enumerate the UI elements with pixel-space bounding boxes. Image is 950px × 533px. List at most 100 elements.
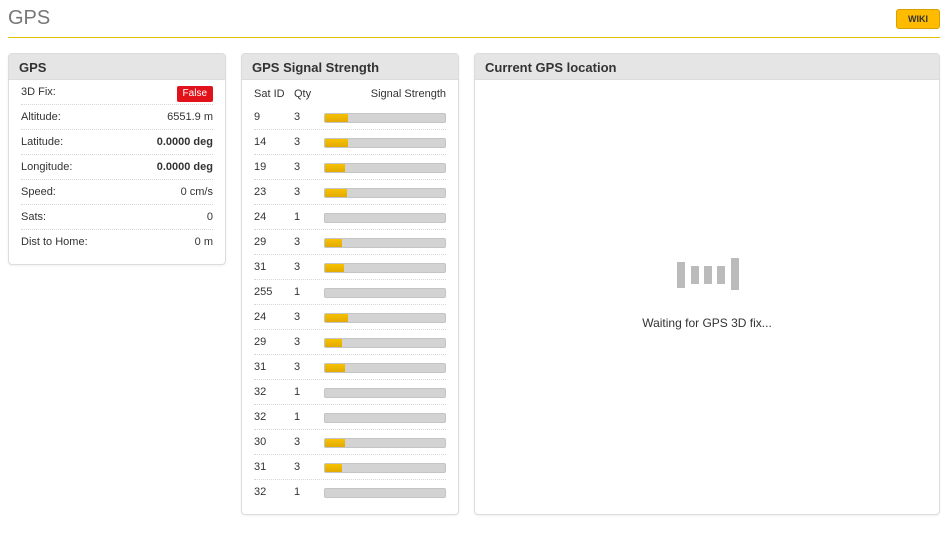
signal-strength-bar [324,188,446,198]
qty-cell: 3 [294,111,301,123]
signal-row: 32 1 [254,480,446,505]
sat-id-cell: 31 [254,361,267,373]
gps-location-panel: Current GPS location Waiting for GPS 3D … [474,53,940,515]
signal-strength-header: Signal Strength [370,88,446,100]
signal-strength-bar [324,288,446,298]
gps-info-panel: GPS 3D Fix: False Altitude: 6551.9 m Latitud… [8,53,226,265]
sat-id-cell: 32 [254,411,267,423]
signal-strength-bar [324,163,446,173]
signal-row: 29 3 [254,230,446,255]
sat-id-cell: 29 [254,236,267,248]
gps-info-row: Altitude: 6551.9 m [21,105,213,130]
signal-strength-bar [324,138,446,148]
sat-id-cell: 30 [254,436,267,448]
sat-id-cell: 31 [254,261,267,273]
gps-info-label: Altitude: [21,111,61,123]
gps-info-value: 6551.9 m [167,111,213,123]
signal-row: 32 1 [254,405,446,430]
signal-panel-title: GPS Signal Strength [242,54,458,80]
qty-cell: 3 [294,261,301,273]
signal-row: 30 3 [254,430,446,455]
signal-strength-fill [325,464,342,472]
sat-id-cell: 19 [254,161,267,173]
signal-row: 29 3 [254,330,446,355]
gps-info-row: Latitude: 0.0000 deg [21,130,213,155]
signal-strength-bar [324,388,446,398]
signal-strength-bar [324,413,446,423]
qty-cell: 1 [294,211,301,223]
sat-id-cell: 31 [254,461,267,473]
gps-info-label: Sats: [21,211,47,223]
signal-strength-bar [324,238,446,248]
signal-strength-fill [325,189,347,197]
signal-strength-bar [324,113,446,123]
signal-row: 19 3 [254,155,446,180]
qty-cell: 3 [294,161,301,173]
signal-table-header: Sat ID Qty Signal Strength [254,80,446,105]
gps-info-row: Sats: 0 [21,205,213,230]
signal-strength-bar [324,213,446,223]
wiki-button[interactable]: WIKI [896,9,940,29]
gps-info-label: 3D Fix: [21,86,56,98]
sat-id-cell: 9 [254,111,261,123]
signal-bars-icon [677,256,739,292]
qty-cell: 1 [294,411,301,423]
signal-strength-fill [325,439,346,447]
page-title: GPS [8,7,51,29]
qty-cell: 3 [294,336,301,348]
sat-id-cell: 23 [254,186,267,198]
signal-strength-fill [325,339,342,347]
qty-cell: 3 [294,436,301,448]
sat-id-cell: 14 [254,136,267,148]
qty-cell: 3 [294,361,301,373]
qty-cell: 3 [294,311,301,323]
gps-info-value: 0 cm/s [180,186,213,198]
signal-row: 14 3 [254,130,446,155]
fix-status-badge: False [176,86,213,102]
gps-info-label: Latitude: [21,136,64,148]
signal-strength-bar [324,263,446,273]
gps-info-row: 3D Fix: False [21,80,213,105]
signal-row: 24 1 [254,205,446,230]
signal-row: 23 3 [254,180,446,205]
sat-id-cell: 29 [254,336,267,348]
sat-id-cell: 24 [254,311,267,323]
signal-row: 31 3 [254,255,446,280]
qty-header: Qty [294,88,312,100]
signal-strength-bar [324,488,446,498]
gps-info-value: 0 [206,211,213,223]
location-panel-title: Current GPS location [475,54,939,80]
gps-info-row: Dist to Home: 0 m [21,230,213,255]
sat-id-cell: 255 [254,286,273,298]
signal-strength-fill [325,239,342,247]
signal-strength-bar [324,463,446,473]
signal-strength-bar [324,363,446,373]
gps-info-value: 0.0000 deg [156,136,213,148]
qty-cell: 3 [294,186,301,198]
signal-strength-fill [325,114,348,122]
gps-info-value: 0.0000 deg [156,161,213,173]
gps-info-list: 3D Fix: False Altitude: 6551.9 m Latitude: 0.… [9,80,225,255]
gps-panel-title: GPS [9,54,225,80]
signal-strength-fill [325,314,348,322]
signal-strength-fill [325,264,345,272]
gps-info-label: Longitude: [21,161,73,173]
sat-id-cell: 24 [254,211,267,223]
gps-info-row: Speed: 0 cm/s [21,180,213,205]
waiting-message: Waiting for GPS 3D fix... [642,316,772,330]
signal-row: 31 3 [254,355,446,380]
signal-strength-panel: GPS Signal Strength Sat ID Qty Signal St… [241,53,459,515]
signal-strength-fill [325,164,346,172]
sat-id-header: Sat ID [254,88,285,100]
signal-row: 24 3 [254,305,446,330]
qty-cell: 1 [294,486,301,498]
qty-cell: 1 [294,286,301,298]
signal-strength-bar [324,438,446,448]
gps-info-label: Dist to Home: [21,236,88,248]
signal-strength-fill [325,364,346,372]
gps-info-value: 0 m [194,236,213,248]
signal-row: 255 1 [254,280,446,305]
signal-row: 31 3 [254,455,446,480]
qty-cell: 3 [294,136,301,148]
